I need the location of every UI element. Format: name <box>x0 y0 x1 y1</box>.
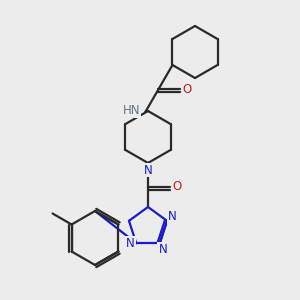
Text: O: O <box>172 181 182 194</box>
Text: N: N <box>168 210 176 223</box>
Text: O: O <box>183 83 192 96</box>
Text: N: N <box>126 237 135 250</box>
Text: N: N <box>144 164 152 176</box>
Text: N: N <box>158 243 167 256</box>
Text: HN: HN <box>123 104 140 117</box>
